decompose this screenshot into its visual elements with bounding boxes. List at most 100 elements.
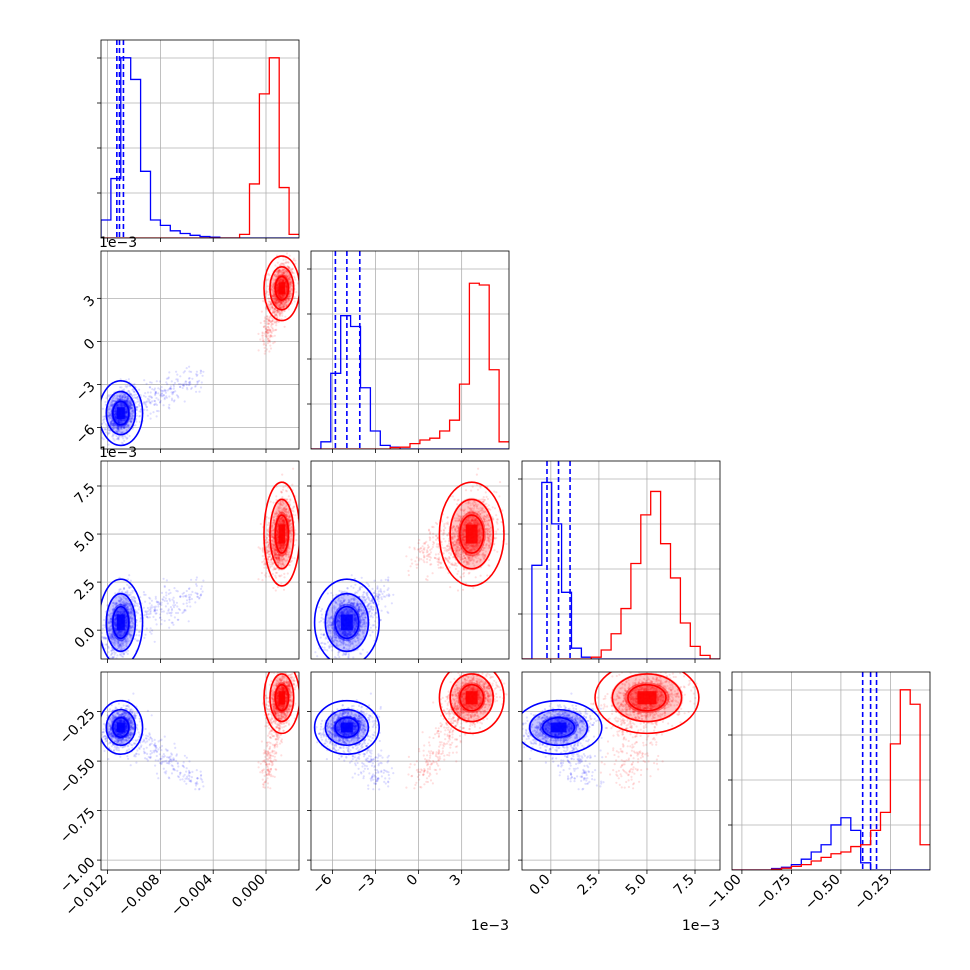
scatter-point: [275, 286, 279, 290]
scatter-point: [188, 383, 191, 386]
scatter-point: [278, 303, 281, 306]
scatter-point: [129, 403, 132, 406]
scatter-point: [113, 662, 115, 664]
scatter-point: [273, 551, 276, 554]
scatter-point: [289, 281, 292, 284]
scatter-point: [126, 397, 129, 400]
scatter-point: [275, 511, 278, 514]
scatter-point: [110, 419, 114, 422]
scatter-point: [128, 586, 131, 589]
scatter-point: [136, 400, 139, 403]
scatter-point: [115, 425, 118, 428]
scatter-point: [279, 278, 282, 281]
scatter-point: [114, 629, 117, 632]
scatter-point: [131, 624, 134, 627]
scatter-point: [283, 510, 286, 513]
scatter-point: [187, 587, 191, 591]
scatter-point: [275, 571, 279, 574]
scatter-point: [117, 403, 120, 406]
scatter-point: [257, 546, 260, 549]
scatter-point: [126, 402, 129, 405]
scatter-point: [284, 299, 287, 302]
scatter-point: [164, 605, 167, 608]
scatter-point: [112, 637, 115, 640]
scatter-point: [131, 394, 134, 397]
scatter-point: [114, 614, 117, 617]
scatter-point: [119, 419, 122, 422]
scatter-point: [112, 636, 115, 640]
scatter-point: [179, 385, 182, 389]
scatter-point: [153, 608, 156, 611]
scatter-point: [105, 643, 108, 646]
scatter-point: [109, 414, 112, 417]
scatter-point: [191, 377, 194, 380]
scatter-point: [109, 424, 113, 427]
scatter-point: [118, 610, 121, 613]
scatter-point: [112, 656, 116, 659]
scatter-point: [130, 634, 133, 637]
scatter-point: [185, 602, 188, 605]
scatter-point: [110, 653, 113, 657]
scatter-point: [172, 601, 176, 605]
scatter-point: [113, 399, 116, 403]
scatter-point: [287, 523, 291, 526]
scatter-point: [153, 399, 156, 402]
scatter-point: [124, 411, 127, 414]
scatter-point: [130, 619, 133, 622]
scatter-point: [195, 584, 198, 588]
scatter-point: [276, 513, 279, 516]
scatter-point: [287, 280, 290, 283]
scatter-point: [119, 640, 122, 643]
scatter-point: [269, 301, 272, 304]
scatter-point: [266, 545, 270, 549]
scatter-point: [276, 288, 279, 291]
scatter-point: [120, 639, 123, 642]
scatter-point: [285, 285, 288, 288]
scatter-point: [121, 601, 124, 604]
scatter-point: [283, 268, 286, 271]
scatter-point: [117, 639, 120, 642]
scatter-point: [117, 420, 120, 423]
scatter-point: [111, 427, 114, 430]
scatter-point: [200, 381, 203, 384]
scatter-point: [124, 614, 127, 617]
scatter-point: [126, 397, 129, 400]
scatter-point: [275, 512, 278, 515]
scatter-point: [108, 414, 111, 417]
scatter-point: [131, 591, 134, 594]
scatter-point: [276, 291, 280, 294]
scatter-point: [281, 294, 284, 297]
scatter-point: [118, 633, 121, 637]
scatter-point: [287, 298, 290, 301]
scatter-point: [274, 574, 277, 577]
scatter-point: [122, 426, 126, 429]
scatter-point: [278, 555, 281, 558]
scatter-point: [266, 558, 270, 561]
scatter-point: [129, 639, 132, 642]
scatter-point: [131, 618, 134, 621]
scatter-point: [263, 324, 266, 328]
scatter-point: [282, 279, 285, 282]
scatter-point: [172, 623, 175, 626]
scatter-point: [265, 348, 268, 351]
scatter-point: [195, 370, 198, 373]
scatter-point: [121, 608, 124, 611]
scatter-point: [281, 562, 284, 565]
scatter-point: [127, 640, 130, 643]
scatter-point: [272, 285, 275, 288]
scatter-point: [124, 619, 127, 622]
scatter-point: [277, 270, 280, 274]
scatter-point: [283, 304, 286, 307]
scatter-point: [170, 399, 174, 402]
scatter-point: [267, 521, 270, 525]
scatter-point: [110, 637, 113, 640]
scatter-point: [285, 269, 288, 272]
scatter-point: [281, 304, 285, 307]
scatter-point: [275, 287, 278, 290]
scatter-point: [123, 611, 126, 614]
scatter-point: [125, 617, 128, 620]
scatter-point: [281, 271, 284, 274]
scatter-point: [109, 417, 112, 420]
scatter-point: [120, 386, 123, 389]
scatter-point: [288, 282, 291, 285]
